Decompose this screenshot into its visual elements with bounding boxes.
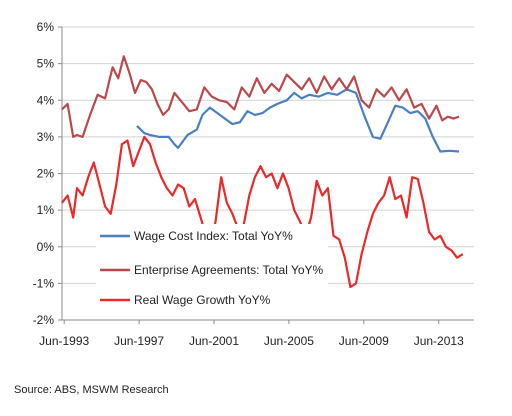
y-tick-label-5: 1% bbox=[37, 203, 55, 217]
x-tick-labels: Jun-1993 Jun-1997 Jun-2001 Jun-2005 Jun-2009… bbox=[39, 334, 464, 348]
y-tick-label-4: 2% bbox=[37, 167, 55, 181]
x-tick-label-2: Jun-2001 bbox=[189, 334, 239, 348]
x-tick-label-5: Jun-2013 bbox=[414, 334, 464, 348]
source-note: Source: ABS, MSWM Research bbox=[14, 384, 169, 396]
y-tick-label-1: 5% bbox=[37, 57, 55, 71]
x-tick-label-4: Jun-2009 bbox=[339, 334, 389, 348]
y-tick-label-7: -1% bbox=[33, 276, 55, 290]
x-tick-label-3: Jun-2005 bbox=[264, 334, 314, 348]
series-lines bbox=[61, 55, 464, 289]
axes bbox=[58, 26, 474, 324]
x-tick-label-0: Jun-1993 bbox=[39, 334, 89, 348]
legend-label-2: Real Wage Growth YoY% bbox=[134, 293, 271, 307]
y-tick-labels: 6% 5% 4% 3% 2% 1% 0% -1% -2% bbox=[33, 20, 55, 327]
legend-label-1: Enterprise Agreements: Total YoY% bbox=[134, 263, 324, 277]
legend-background bbox=[96, 224, 328, 310]
y-tick-label-3: 3% bbox=[37, 130, 55, 144]
series-line-1 bbox=[61, 55, 460, 138]
x-tick-label-1: Jun-1997 bbox=[114, 334, 164, 348]
y-tick-label-2: 4% bbox=[37, 93, 55, 107]
series-line-0 bbox=[136, 88, 460, 153]
y-tick-label-0: 6% bbox=[37, 20, 55, 34]
y-tick-label-6: 0% bbox=[37, 240, 55, 254]
series-line-2 bbox=[61, 135, 464, 289]
legend: Wage Cost Index: Total YoY% Enterprise Ag… bbox=[96, 224, 328, 310]
y-tick-label-8: -2% bbox=[33, 313, 55, 327]
legend-label-0: Wage Cost Index: Total YoY% bbox=[134, 229, 293, 243]
